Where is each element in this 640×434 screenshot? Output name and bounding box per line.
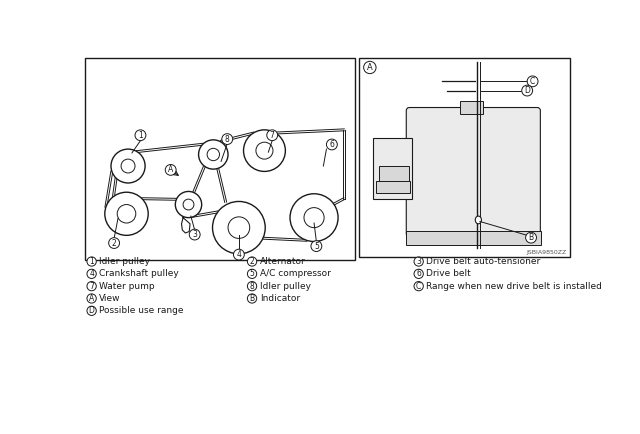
Text: Idler pulley: Idler pulley	[99, 257, 150, 266]
Text: 8: 8	[250, 282, 255, 291]
Text: 7: 7	[89, 282, 94, 291]
Circle shape	[198, 140, 228, 169]
Text: Possible use range: Possible use range	[99, 306, 184, 315]
Text: D: D	[89, 306, 95, 315]
Circle shape	[248, 257, 257, 266]
Text: Idler pulley: Idler pulley	[260, 282, 311, 291]
Text: C: C	[416, 282, 421, 291]
Circle shape	[109, 238, 120, 248]
Text: 6: 6	[416, 270, 421, 278]
Text: A: A	[367, 63, 372, 72]
Circle shape	[525, 232, 536, 243]
Text: 8: 8	[225, 135, 230, 144]
Text: 4: 4	[89, 270, 94, 278]
Text: 1: 1	[89, 257, 94, 266]
Bar	[460, 101, 483, 115]
Circle shape	[111, 149, 145, 183]
Circle shape	[234, 249, 244, 260]
Circle shape	[87, 294, 96, 303]
Circle shape	[522, 85, 532, 96]
Circle shape	[135, 130, 146, 141]
Circle shape	[87, 306, 96, 316]
Circle shape	[189, 229, 200, 240]
Text: 2: 2	[112, 239, 116, 247]
Circle shape	[105, 192, 148, 235]
Text: 7: 7	[270, 131, 275, 140]
Text: Range when new drive belt is installed: Range when new drive belt is installed	[426, 282, 602, 291]
Circle shape	[364, 61, 376, 74]
Circle shape	[183, 199, 194, 210]
Text: 1: 1	[138, 131, 143, 140]
Text: Water pump: Water pump	[99, 282, 155, 291]
Circle shape	[304, 207, 324, 228]
Circle shape	[228, 217, 250, 238]
Text: 3: 3	[416, 257, 421, 266]
Text: B: B	[250, 294, 255, 303]
Text: A: A	[168, 165, 173, 174]
FancyBboxPatch shape	[406, 108, 540, 237]
Circle shape	[121, 159, 135, 173]
Text: 4: 4	[236, 250, 241, 259]
Text: Drive belt: Drive belt	[426, 270, 471, 278]
Text: C: C	[530, 77, 535, 86]
Circle shape	[414, 282, 423, 291]
Bar	[376, 181, 410, 193]
Text: Indicator: Indicator	[260, 294, 300, 303]
Circle shape	[87, 257, 96, 266]
Text: 5: 5	[314, 242, 319, 250]
Text: 2: 2	[250, 257, 255, 266]
Circle shape	[248, 282, 257, 291]
Circle shape	[117, 204, 136, 223]
Circle shape	[222, 134, 233, 145]
Circle shape	[527, 76, 538, 87]
Circle shape	[248, 269, 257, 279]
Text: D: D	[524, 86, 530, 95]
Text: 3: 3	[192, 230, 197, 239]
Text: Crankshaft pulley: Crankshaft pulley	[99, 270, 179, 278]
Bar	[85, 58, 355, 260]
Text: JSBIA9850ZZ: JSBIA9850ZZ	[527, 250, 566, 255]
Text: Drive belt auto-tensioner: Drive belt auto-tensioner	[426, 257, 541, 266]
Circle shape	[87, 269, 96, 279]
Text: A: A	[89, 294, 94, 303]
Bar	[359, 58, 570, 257]
Text: 5: 5	[250, 270, 255, 278]
Circle shape	[175, 191, 202, 217]
Circle shape	[256, 142, 273, 159]
Circle shape	[414, 269, 423, 279]
Circle shape	[290, 194, 338, 241]
Polygon shape	[182, 217, 190, 233]
Circle shape	[212, 201, 265, 254]
Bar	[379, 166, 408, 185]
Circle shape	[87, 282, 96, 291]
Text: View: View	[99, 294, 121, 303]
Circle shape	[207, 148, 220, 161]
Circle shape	[326, 139, 337, 150]
Text: 6: 6	[330, 140, 334, 149]
Text: A/C compressor: A/C compressor	[260, 270, 331, 278]
Circle shape	[165, 164, 176, 175]
Bar	[373, 138, 412, 199]
Circle shape	[248, 294, 257, 303]
Ellipse shape	[476, 216, 481, 224]
Circle shape	[414, 257, 423, 266]
Circle shape	[244, 130, 285, 171]
Bar	[406, 231, 541, 245]
Text: Alternator: Alternator	[260, 257, 305, 266]
Circle shape	[267, 130, 278, 141]
Circle shape	[311, 241, 322, 252]
Text: B: B	[529, 233, 534, 242]
